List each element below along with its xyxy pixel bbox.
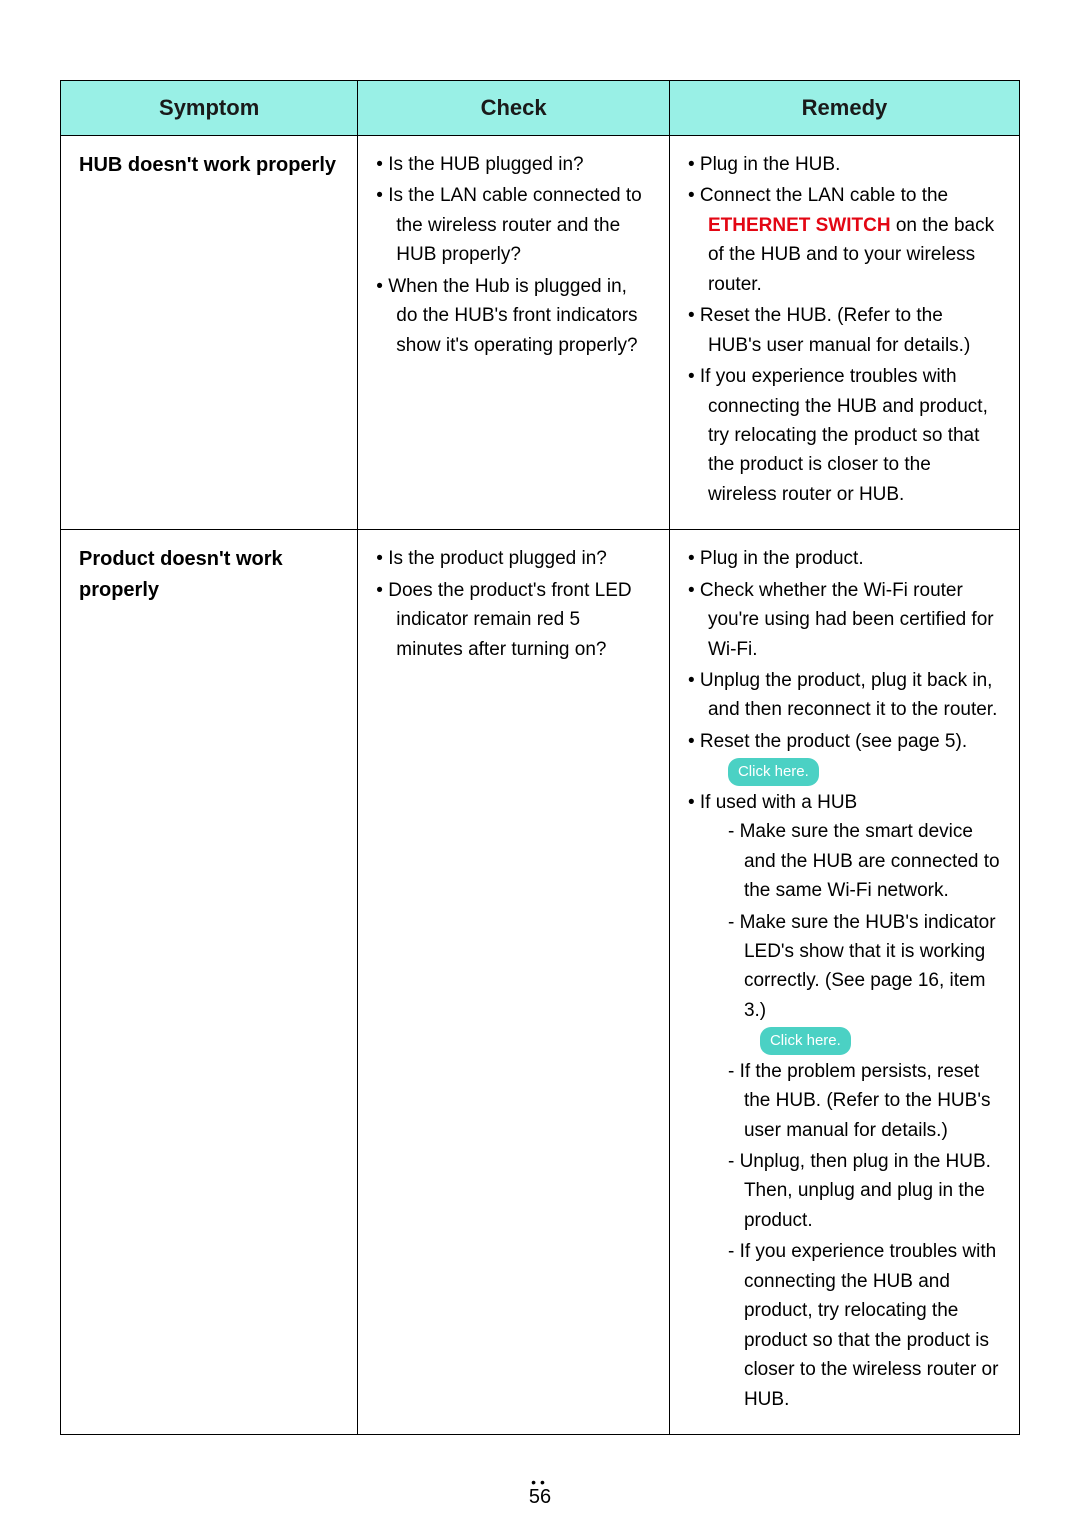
page-number: 56 — [529, 1486, 551, 1508]
table-row: Product doesn't work properlyIs the prod… — [61, 530, 1020, 1435]
remedy-sub-item: Make sure the HUB's indicator LED's show… — [708, 908, 1001, 1055]
symptom-cell: HUB doesn't work properly — [61, 136, 358, 530]
click-here-link[interactable]: Click here. — [728, 758, 819, 785]
symptom-cell: Product doesn't work properly — [61, 530, 358, 1435]
check-item: Is the product plugged in? — [376, 544, 651, 573]
header-check: Check — [358, 81, 670, 136]
remedy-sub-item: Make sure the smart device and the HUB a… — [708, 817, 1001, 905]
remedy-item: Check whether the Wi-Fi router you're us… — [688, 576, 1001, 664]
check-item: Is the LAN cable connected to the wirele… — [376, 181, 651, 269]
header-remedy: Remedy — [669, 81, 1019, 136]
remedy-sub-item: Unplug, then plug in the HUB. Then, unpl… — [708, 1147, 1001, 1235]
remedy-cell: Plug in the HUB.Connect the LAN cable to… — [669, 136, 1019, 530]
remedy-sub-item: If you experience troubles with connecti… — [708, 1237, 1001, 1414]
remedy-item: Reset the product (see page 5).Click her… — [688, 727, 1001, 786]
remedy-item: If used with a HUBMake sure the smart de… — [688, 788, 1001, 1414]
check-item: Does the product's front LED indicator r… — [376, 576, 651, 664]
remedy-sub-item: If the problem persists, reset the HUB. … — [708, 1057, 1001, 1145]
remedy-item: Reset the HUB. (Refer to the HUB's user … — [688, 301, 1001, 360]
remedy-item: Plug in the HUB. — [688, 150, 1001, 179]
table-header-row: Symptom Check Remedy — [61, 81, 1020, 136]
check-cell: Is the HUB plugged in?Is the LAN cable c… — [358, 136, 670, 530]
check-item: When the Hub is plugged in, do the HUB's… — [376, 272, 651, 360]
remedy-item: Connect the LAN cable to the ETHERNET SW… — [688, 181, 1001, 299]
table-row: HUB doesn't work properlyIs the HUB plug… — [61, 136, 1020, 530]
remedy-item: Unplug the product, plug it back in, and… — [688, 666, 1001, 725]
troubleshooting-table: Symptom Check Remedy HUB doesn't work pr… — [60, 80, 1020, 1435]
check-cell: Is the product plugged in? Does the produ… — [358, 530, 670, 1435]
remedy-item: If you experience troubles with connecti… — [688, 362, 1001, 509]
header-symptom: Symptom — [61, 81, 358, 136]
page-footer: •• 56 — [0, 1474, 1080, 1509]
click-here-link[interactable]: Click here. — [760, 1027, 851, 1054]
check-item: Is the HUB plugged in? — [376, 150, 651, 179]
remedy-cell: Plug in the product. Check whether the Wi… — [669, 530, 1019, 1435]
remedy-item: Plug in the product. — [688, 544, 1001, 573]
